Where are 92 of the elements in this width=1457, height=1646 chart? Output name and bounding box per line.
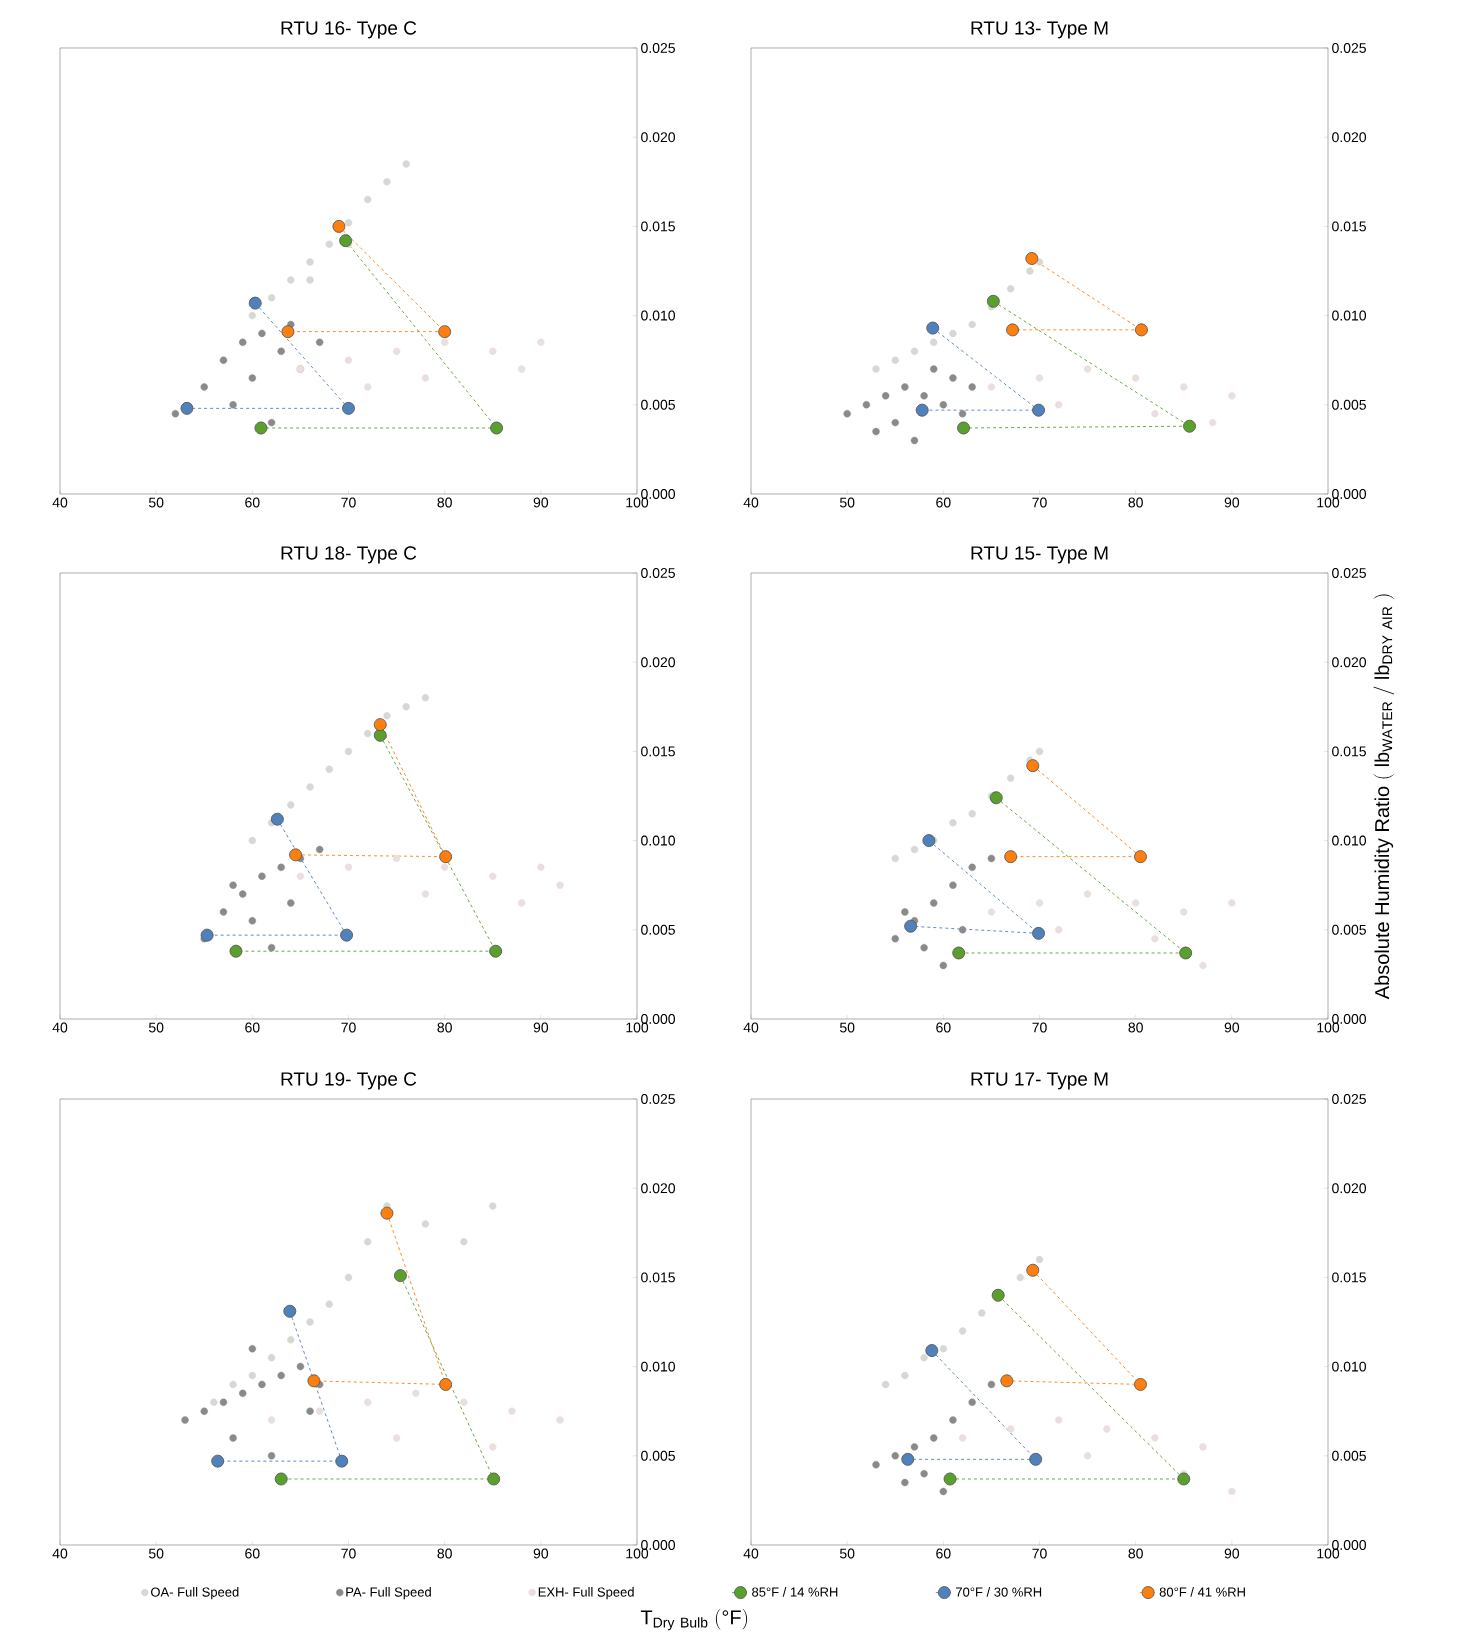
- y-tick-label: 0.005: [1332, 924, 1366, 935]
- y-tick-label: 0.005: [641, 399, 675, 410]
- chart-title: RTU 18- Type C: [281, 546, 417, 564]
- x-tick-label: 60: [245, 497, 260, 508]
- y-tick-label: 0.025: [641, 568, 675, 578]
- y-tick-label: 0.020: [1332, 657, 1367, 668]
- y-tick-label: 0.010: [641, 835, 676, 846]
- x-tick-label: 70: [1032, 1022, 1047, 1033]
- x-tick-label: 90: [1224, 497, 1240, 508]
- y-tick-label: 0.010: [641, 310, 676, 321]
- y-tick-label: 0.000: [1332, 489, 1367, 499]
- x-tick-label: 50: [839, 1022, 855, 1033]
- y-tick-label: 0.015: [1332, 746, 1366, 757]
- x-tick-label: 100: [1317, 1022, 1340, 1033]
- y-tick-label: 0.015: [1332, 1272, 1366, 1283]
- chart-title: RTU 15- Type M: [971, 546, 1108, 564]
- y-tick-label: 0.015: [641, 1272, 675, 1283]
- y-tick-label: 0.025: [641, 1094, 675, 1104]
- y-tick-label: 0.015: [1332, 221, 1366, 232]
- x-tick-label: 80: [437, 1548, 452, 1559]
- x-tick-label: 80: [1128, 497, 1143, 508]
- y-tick-label: 0.000: [641, 1014, 676, 1024]
- chart-title: RTU 16- Type C: [281, 21, 417, 39]
- y-tick-label: 0.020: [641, 1183, 676, 1194]
- x-tick-label: 50: [839, 497, 855, 508]
- x-tick-label: 50: [148, 1022, 164, 1033]
- x-tick-label: 60: [245, 1022, 260, 1033]
- y-tick-label: 0.005: [1332, 399, 1366, 410]
- y-tick-label: 0.005: [641, 1450, 675, 1461]
- x-tick-label: 100: [1317, 1548, 1340, 1559]
- x-tick-label: 80: [1128, 1022, 1143, 1033]
- x-tick-label: 60: [245, 1548, 260, 1559]
- y-tick-label: 0.005: [1332, 1450, 1366, 1461]
- y-tick-label: 0.010: [1332, 310, 1367, 321]
- x-tick-label: 50: [148, 1548, 164, 1559]
- y-tick-label: 0.015: [641, 221, 675, 232]
- y-tick-label: 0.005: [641, 924, 675, 935]
- chart-title: RTU 19- Type C: [281, 1072, 417, 1090]
- x-tick-label: 40: [743, 1022, 759, 1033]
- y-tick-label: 0.000: [641, 489, 676, 499]
- x-tick-label: 80: [437, 497, 452, 508]
- x-tick-label: 70: [1032, 1548, 1047, 1559]
- x-tick-label: 50: [839, 1548, 855, 1559]
- legend-label: 70°F / 30 %RH: [956, 1587, 1042, 1597]
- y-tick-label: 0.020: [1332, 132, 1367, 143]
- x-tick-label: 80: [437, 1022, 452, 1033]
- y-tick-label: 0.000: [641, 1540, 676, 1550]
- x-tick-label: 90: [533, 1548, 549, 1559]
- x-tick-label: 70: [341, 1548, 356, 1559]
- x-tick-label: 40: [52, 497, 68, 508]
- x-tick-label: 70: [341, 497, 356, 508]
- y-tick-label: 0.000: [1332, 1540, 1367, 1550]
- x-tick-label: 100: [1317, 497, 1340, 508]
- y-tick-label: 0.000: [1332, 1014, 1367, 1024]
- x-tick-label: 100: [626, 497, 649, 508]
- legend-label: EXH- Full Speed: [538, 1587, 634, 1600]
- x-tick-label: 40: [52, 1022, 68, 1033]
- legend-label: OA- Full Speed: [151, 1587, 239, 1600]
- y-tick-label: 0.025: [1332, 1094, 1366, 1104]
- x-tick-label: 40: [52, 1548, 68, 1559]
- x-tick-label: 50: [148, 497, 164, 508]
- y-tick-label: 0.015: [641, 746, 675, 757]
- chart-title: RTU 13- Type M: [971, 21, 1108, 39]
- x-tick-label: 90: [533, 1022, 549, 1033]
- chart-title: RTU 17- Type M: [971, 1072, 1108, 1090]
- y-tick-label: 0.020: [1332, 1183, 1367, 1194]
- y-tick-label: 0.010: [1332, 1361, 1367, 1372]
- x-tick-label: 60: [936, 1022, 951, 1033]
- x-tick-label: 90: [1224, 1548, 1240, 1559]
- x-tick-label: 100: [626, 1022, 649, 1033]
- y-tick-label: 0.020: [641, 132, 676, 143]
- x-tick-label: 60: [936, 1548, 951, 1559]
- y-tick-label: 0.020: [641, 657, 676, 668]
- y-tick-label: 0.025: [1332, 43, 1366, 53]
- legend-label: 80°F / 41 %RH: [1159, 1587, 1245, 1597]
- x-tick-label: 90: [533, 497, 549, 508]
- x-tick-label: 90: [1224, 1022, 1240, 1033]
- x-tick-label: 40: [743, 497, 759, 508]
- y-tick-label: 0.025: [641, 43, 675, 53]
- x-tick-label: 60: [936, 497, 951, 508]
- x-tick-label: 70: [341, 1022, 356, 1033]
- x-tick-label: 40: [743, 1548, 759, 1559]
- legend-label: PA- Full Speed: [346, 1587, 431, 1600]
- y-tick-label: 0.010: [641, 1361, 676, 1372]
- y-tick-label: 0.010: [1332, 835, 1367, 846]
- x-tick-label: 100: [626, 1548, 649, 1559]
- legend-label: 85°F / 14 %RH: [752, 1587, 838, 1597]
- x-axis-title: $\mathrm{T_{Dry\ Bulb}\ (°F)}$: [640, 1608, 748, 1631]
- x-tick-label: 70: [1032, 497, 1047, 508]
- y-tick-label: 0.025: [1332, 568, 1366, 578]
- x-tick-label: 80: [1128, 1548, 1143, 1559]
- y-axis-title: $\mathrm{Absolute\ Humidity\ Ratio\ (\ lb_{WATER}\ /\ lb_{DRY\ AIR}\ )}$: [1373, 594, 1395, 1000]
